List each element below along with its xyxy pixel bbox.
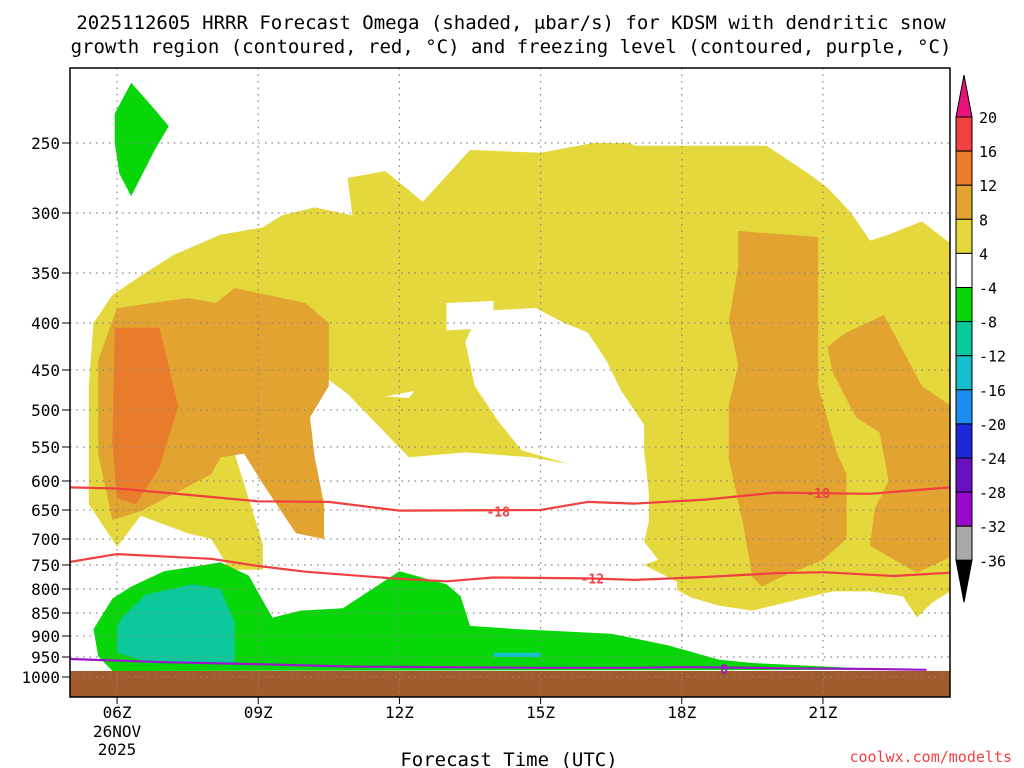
colorbar-box-10 bbox=[955, 457, 973, 493]
contour-line-0 bbox=[70, 486, 950, 512]
colorbar-box-7 bbox=[955, 355, 973, 391]
colorbar-box-8 bbox=[955, 389, 973, 425]
colorbar-box-1 bbox=[955, 150, 973, 186]
tick-label-15Z: 15Z bbox=[526, 703, 555, 722]
region-green-0 bbox=[114, 82, 169, 197]
tick-label-300: 300 bbox=[31, 204, 60, 223]
contour-lines bbox=[70, 486, 950, 671]
colorbar-label--8: -8 bbox=[979, 314, 997, 332]
region-orange-4 bbox=[112, 327, 179, 505]
colorbar-box-9 bbox=[955, 423, 973, 459]
colorbar-label--16: -16 bbox=[979, 382, 1006, 400]
tick-label-900: 900 bbox=[31, 627, 60, 646]
colorbar-box-2 bbox=[955, 184, 973, 220]
colorbar-label-16: 16 bbox=[979, 143, 997, 161]
region-cyan-9 bbox=[493, 652, 541, 657]
tick-label-500: 500 bbox=[31, 401, 60, 420]
tick-label-850: 850 bbox=[31, 604, 60, 623]
contour-line-1 bbox=[70, 553, 950, 583]
tick-label-650: 650 bbox=[31, 501, 60, 520]
region-yellow-1 bbox=[88, 143, 950, 618]
contour-labels: -18 -18 -12 0 bbox=[486, 487, 830, 678]
colorbar: 20 16 12 8 4 -4 -8 -12 -16 -20 -24 -28 -32 -36 bbox=[955, 74, 1006, 603]
tick-label-700: 700 bbox=[31, 530, 60, 549]
region-dark-yellow-5 bbox=[728, 231, 847, 587]
colorbar-label--24: -24 bbox=[979, 450, 1006, 468]
contour-label-1-0: -12 bbox=[581, 572, 604, 587]
tick-label-600: 600 bbox=[31, 472, 60, 491]
colorbar-box-0 bbox=[955, 116, 973, 152]
ground-surface bbox=[70, 671, 950, 697]
tick-label-800: 800 bbox=[31, 580, 60, 599]
colorbar-label--36: -36 bbox=[979, 552, 1006, 570]
tick-sublabel-1: 2025 bbox=[98, 740, 137, 759]
colorbar-box-11 bbox=[955, 491, 973, 527]
colorbar-box-3 bbox=[955, 218, 973, 254]
contour-label-0-0: -18 bbox=[486, 506, 510, 521]
colorbar-label-20: 20 bbox=[979, 109, 997, 127]
tick-label-350: 350 bbox=[31, 264, 60, 283]
contour-label-2-0: 0 bbox=[720, 663, 728, 678]
colorbar-box-6 bbox=[955, 321, 973, 357]
colorbar-box-5 bbox=[955, 287, 973, 323]
colorbar-label--20: -20 bbox=[979, 416, 1006, 434]
tick-label-06Z: 06Z bbox=[103, 703, 132, 722]
region-dark-yellow-6 bbox=[827, 315, 950, 573]
colorbar-label-8: 8 bbox=[979, 211, 988, 229]
region-white-hole-2 bbox=[446, 301, 494, 331]
tick-label-1000: 1000 bbox=[21, 668, 60, 687]
tick-sublabel-0: 26NOV bbox=[93, 722, 142, 741]
credit-text: coolwx.com/modelts bbox=[849, 748, 1012, 766]
tick-label-250: 250 bbox=[31, 134, 60, 153]
shaded-omega-regions bbox=[88, 82, 950, 671]
colorbar-label--28: -28 bbox=[979, 484, 1006, 502]
tick-label-400: 400 bbox=[31, 314, 60, 333]
colorbar-label--12: -12 bbox=[979, 348, 1006, 366]
tick-label-09Z: 09Z bbox=[244, 703, 273, 722]
tick-label-21Z: 21Z bbox=[808, 703, 837, 722]
title-line-2: growth region (contoured, red, °C) and f… bbox=[71, 36, 952, 58]
tick-label-18Z: 18Z bbox=[667, 703, 696, 722]
contour-label-0-1: -18 bbox=[806, 487, 830, 502]
title-line-1: 2025112605 HRRR Forecast Omega (shaded, … bbox=[76, 12, 946, 34]
grid-lines bbox=[70, 68, 950, 697]
colorbar-label-12: 12 bbox=[979, 177, 997, 195]
colorbar-label-4: 4 bbox=[979, 245, 988, 263]
plot-frame bbox=[69, 67, 951, 698]
tick-label-450: 450 bbox=[31, 361, 60, 380]
region-teal-8 bbox=[117, 584, 235, 663]
colorbar-bottom-arrow bbox=[955, 559, 973, 603]
colorbar-label--4: -4 bbox=[979, 280, 997, 298]
x-axis-label: Forecast Time (UTC) bbox=[400, 749, 617, 768]
tick-label-12Z: 12Z bbox=[385, 703, 414, 722]
tick-label-750: 750 bbox=[31, 556, 60, 575]
contour-line-2 bbox=[70, 657, 927, 671]
pressure-axis: 250 300 350 400 450 500 550 600 650 700 750 800 850 9… bbox=[21, 134, 70, 687]
tick-label-950: 950 bbox=[31, 648, 60, 667]
tick-label-550: 550 bbox=[31, 438, 60, 457]
region-green-7 bbox=[93, 562, 894, 671]
colorbar-label--32: -32 bbox=[979, 518, 1006, 536]
colorbar-box-12 bbox=[955, 525, 973, 561]
colorbar-top-arrow bbox=[955, 74, 973, 118]
colorbar-box-4 bbox=[955, 252, 973, 288]
